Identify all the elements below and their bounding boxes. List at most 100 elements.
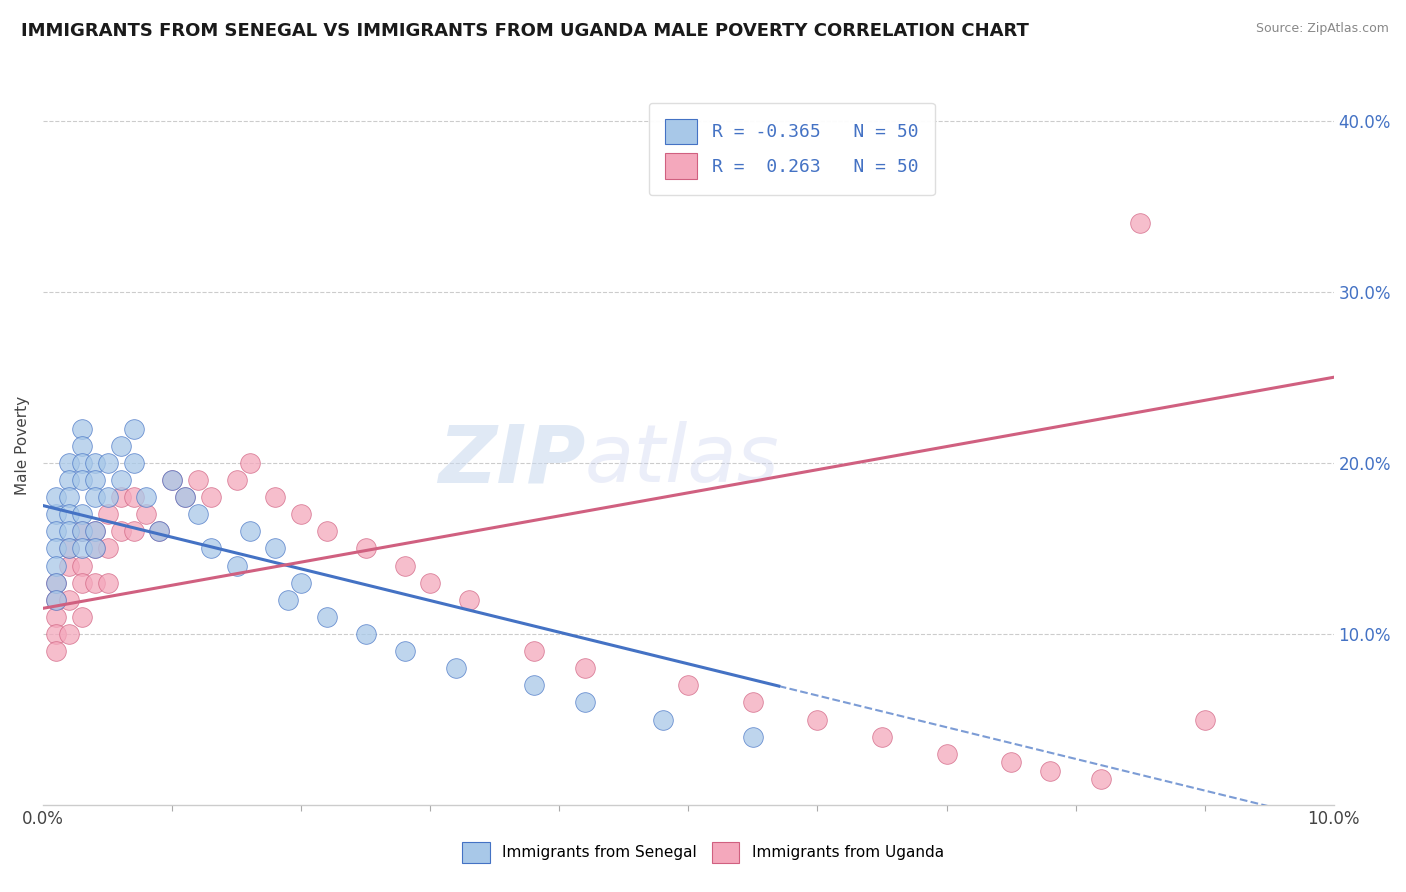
Y-axis label: Male Poverty: Male Poverty — [15, 396, 30, 495]
Point — [394, 558, 416, 573]
Point — [45, 490, 67, 504]
Point — [162, 473, 184, 487]
Point — [148, 524, 170, 539]
Point — [264, 490, 287, 504]
Point — [316, 610, 339, 624]
Point — [742, 695, 765, 709]
Point — [1129, 216, 1152, 230]
Point — [522, 678, 544, 692]
Point — [70, 558, 93, 573]
Point — [225, 558, 247, 573]
Point — [58, 541, 80, 556]
Point — [70, 422, 93, 436]
Point — [45, 575, 67, 590]
Point — [122, 490, 145, 504]
Point — [70, 507, 93, 521]
Point — [97, 490, 120, 504]
Point — [870, 730, 893, 744]
Point — [58, 558, 80, 573]
Point — [174, 490, 197, 504]
Text: atlas: atlas — [585, 421, 780, 500]
Point — [290, 507, 312, 521]
Text: Source: ZipAtlas.com: Source: ZipAtlas.com — [1256, 22, 1389, 36]
Point — [742, 730, 765, 744]
Point — [45, 627, 67, 641]
Point — [70, 456, 93, 470]
Point — [290, 575, 312, 590]
Point — [122, 456, 145, 470]
Point — [83, 524, 105, 539]
Point — [806, 713, 828, 727]
Point — [58, 541, 80, 556]
Point — [70, 524, 93, 539]
Point — [58, 524, 80, 539]
Point — [239, 524, 262, 539]
Point — [110, 490, 132, 504]
Point — [45, 507, 67, 521]
Point — [58, 456, 80, 470]
Point — [45, 541, 67, 556]
Point — [1000, 756, 1022, 770]
Point — [97, 575, 120, 590]
Point — [444, 661, 467, 675]
Point — [97, 507, 120, 521]
Point — [58, 592, 80, 607]
Point — [83, 456, 105, 470]
Text: IMMIGRANTS FROM SENEGAL VS IMMIGRANTS FROM UGANDA MALE POVERTY CORRELATION CHART: IMMIGRANTS FROM SENEGAL VS IMMIGRANTS FR… — [21, 22, 1029, 40]
Point — [70, 575, 93, 590]
Point — [97, 456, 120, 470]
Point — [277, 592, 299, 607]
Point — [110, 439, 132, 453]
Point — [935, 747, 957, 761]
Point — [187, 473, 209, 487]
Point — [225, 473, 247, 487]
Legend: Immigrants from Senegal, Immigrants from Uganda: Immigrants from Senegal, Immigrants from… — [454, 834, 952, 871]
Point — [148, 524, 170, 539]
Point — [45, 558, 67, 573]
Point — [97, 541, 120, 556]
Point — [122, 524, 145, 539]
Point — [522, 644, 544, 658]
Point — [1039, 764, 1062, 778]
Point — [574, 695, 596, 709]
Point — [58, 473, 80, 487]
Point — [678, 678, 700, 692]
Point — [458, 592, 481, 607]
Point — [135, 507, 157, 521]
Point — [264, 541, 287, 556]
Point — [45, 524, 67, 539]
Point — [187, 507, 209, 521]
Point — [70, 439, 93, 453]
Point — [70, 524, 93, 539]
Point — [83, 524, 105, 539]
Point — [419, 575, 441, 590]
Point — [574, 661, 596, 675]
Point — [354, 541, 377, 556]
Point — [110, 524, 132, 539]
Point — [45, 575, 67, 590]
Point — [70, 541, 93, 556]
Point — [239, 456, 262, 470]
Point — [200, 490, 222, 504]
Legend: R = -0.365   N = 50, R =  0.263   N = 50: R = -0.365 N = 50, R = 0.263 N = 50 — [648, 103, 935, 195]
Point — [45, 610, 67, 624]
Text: ZIP: ZIP — [437, 421, 585, 500]
Point — [83, 490, 105, 504]
Point — [135, 490, 157, 504]
Point — [83, 473, 105, 487]
Point — [70, 473, 93, 487]
Point — [58, 627, 80, 641]
Point — [58, 507, 80, 521]
Point — [174, 490, 197, 504]
Point — [45, 644, 67, 658]
Point — [354, 627, 377, 641]
Point — [83, 575, 105, 590]
Point — [651, 713, 673, 727]
Point — [1194, 713, 1216, 727]
Point — [45, 592, 67, 607]
Point — [45, 592, 67, 607]
Point — [70, 610, 93, 624]
Point — [83, 541, 105, 556]
Point — [200, 541, 222, 556]
Point — [122, 422, 145, 436]
